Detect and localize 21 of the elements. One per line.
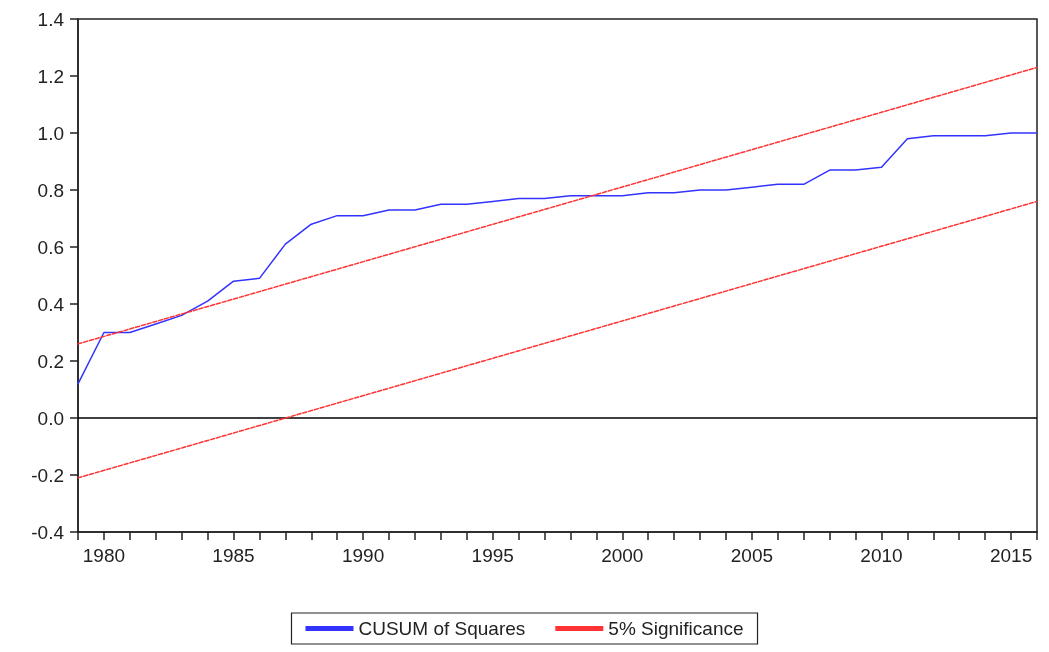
y-tick-label: 0.8 [37,179,64,201]
y-tick-label: -0.2 [31,464,64,486]
x-tick-label: 2005 [730,545,774,566]
x-tick-label: 1995 [471,545,514,566]
x-tick-label: 1990 [341,545,385,566]
y-tick-label: 1.4 [37,8,65,30]
y-tick-label: 1.2 [37,65,64,87]
y-tick-label: 0.2 [37,350,64,372]
y-tick-label: 0.0 [37,407,64,429]
y-tick-label: 1.0 [37,122,64,144]
y-tick-label: 0.4 [37,293,65,315]
x-tick-label: 2010 [860,545,903,566]
line-series [77,132,1038,385]
y-tick-label: -0.4 [31,521,65,543]
y-tick-label: 0.6 [37,236,64,258]
x-tick-label: 2000 [601,545,644,566]
legend-label: CUSUM of Squares [358,618,526,639]
legend-label: 5% Significance [608,618,744,639]
x-tick-label: 1980 [82,545,126,566]
x-tick-label: 2015 [989,545,1033,566]
x-tick-label: 1985 [212,545,255,566]
